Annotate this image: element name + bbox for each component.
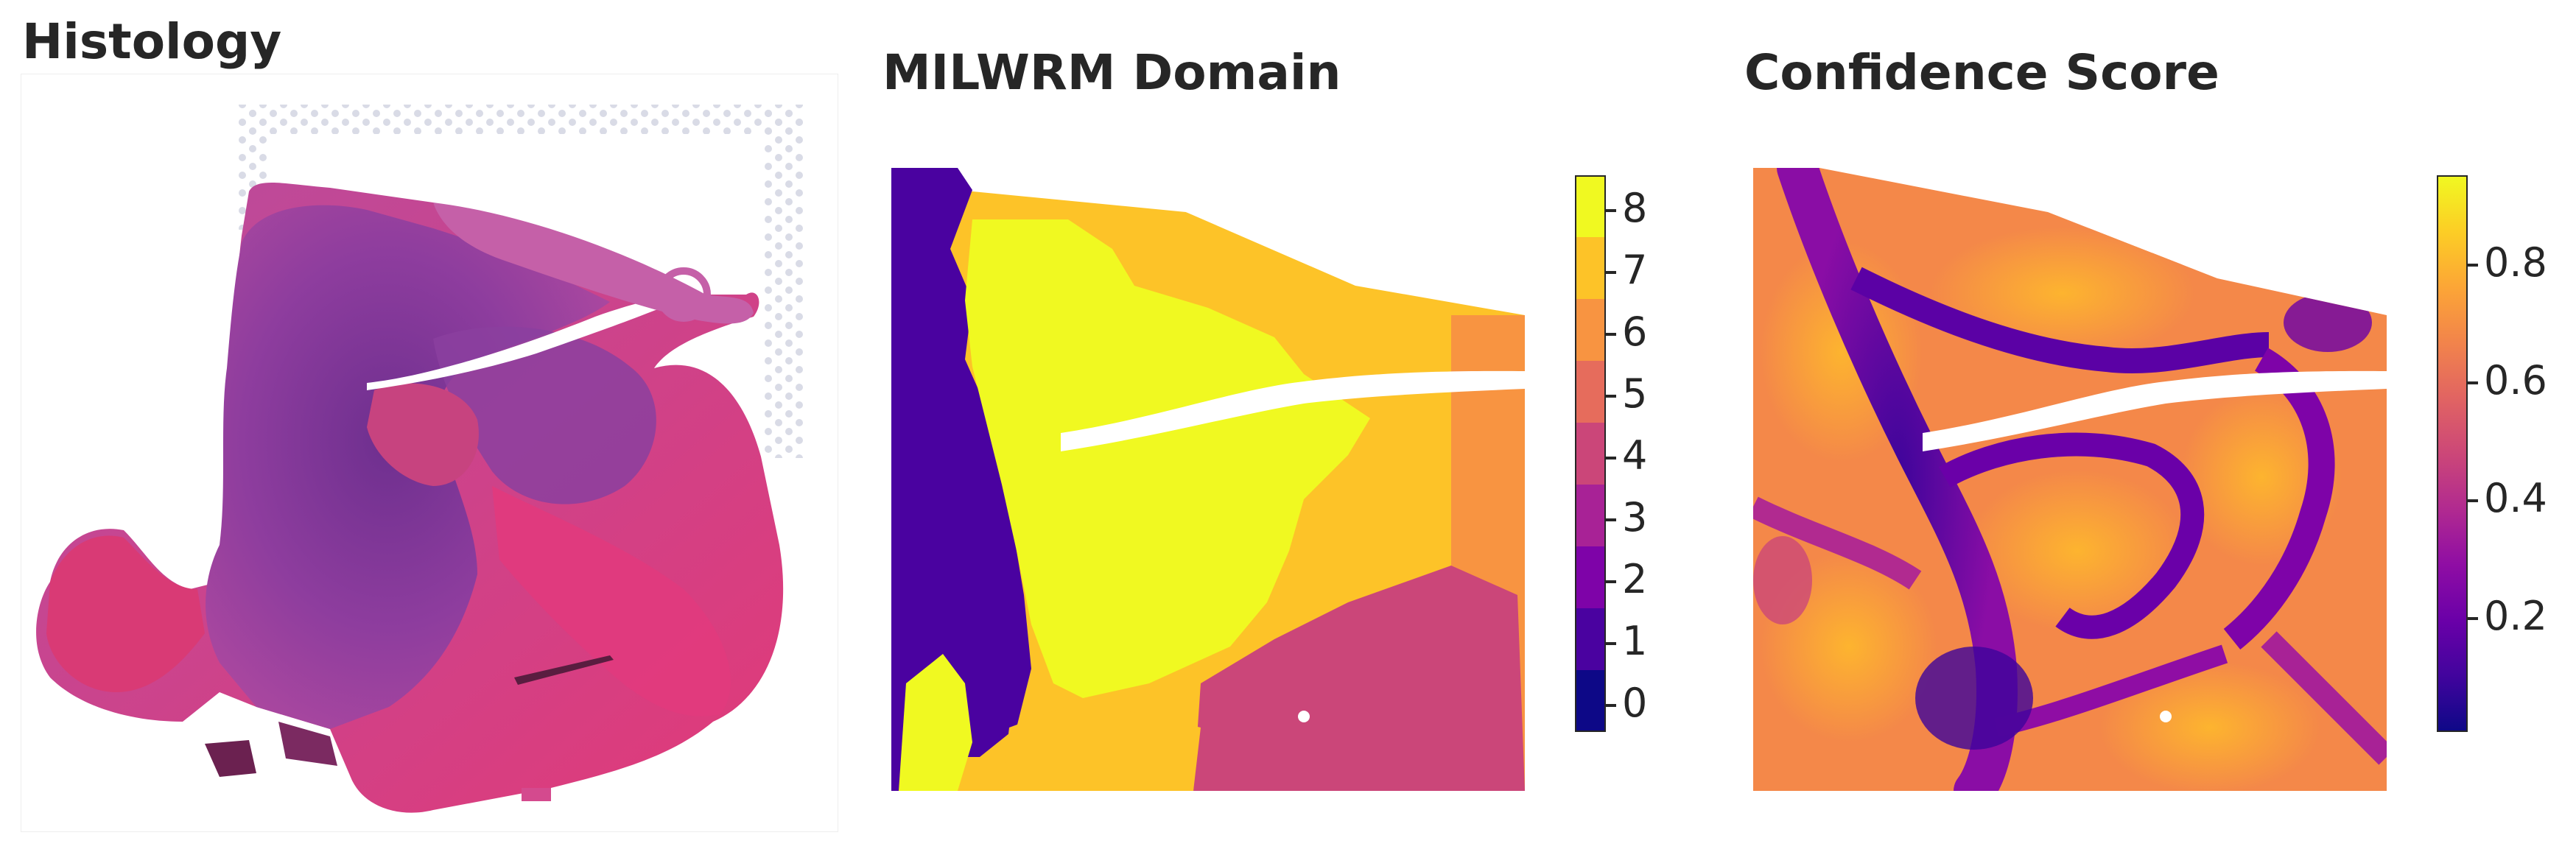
domain-tick-1: 1 xyxy=(1622,618,1648,664)
confidence-title: Confidence Score xyxy=(1744,44,2219,101)
domain-tick-0: 0 xyxy=(1622,680,1648,726)
domain-region-8b xyxy=(899,654,972,791)
confidence-colorbar xyxy=(2437,175,2468,732)
domain-tick-4: 4 xyxy=(1622,432,1648,479)
domain-tick-6: 6 xyxy=(1622,309,1648,355)
domain-tick-7: 7 xyxy=(1622,247,1648,293)
confidence-tear xyxy=(1923,370,2387,451)
confidence-tick-0.2: 0.2 xyxy=(2484,593,2547,639)
histology-image xyxy=(21,74,838,832)
domain-title: MILWRM Domain xyxy=(882,44,1341,101)
confidence-tick-0.8: 0.8 xyxy=(2484,239,2547,286)
domain-tick-8: 8 xyxy=(1622,185,1648,231)
tissue-tear xyxy=(367,292,698,390)
histology-title: Histology xyxy=(22,13,282,70)
confidence-tick-0.4: 0.4 xyxy=(2484,475,2547,521)
domain-tick-3: 3 xyxy=(1622,494,1648,541)
confidence-tick-0.6: 0.6 xyxy=(2484,357,2547,404)
domain-tick-5: 5 xyxy=(1622,370,1648,417)
domain-region-4 xyxy=(1193,566,1525,791)
confidence-map xyxy=(1753,168,2387,791)
domain-map xyxy=(891,168,1532,791)
domain-tear xyxy=(1061,370,1525,451)
domain-region-8 xyxy=(965,219,1370,698)
domain-tick-2: 2 xyxy=(1622,556,1648,602)
domain-colorbar xyxy=(1575,175,1606,732)
